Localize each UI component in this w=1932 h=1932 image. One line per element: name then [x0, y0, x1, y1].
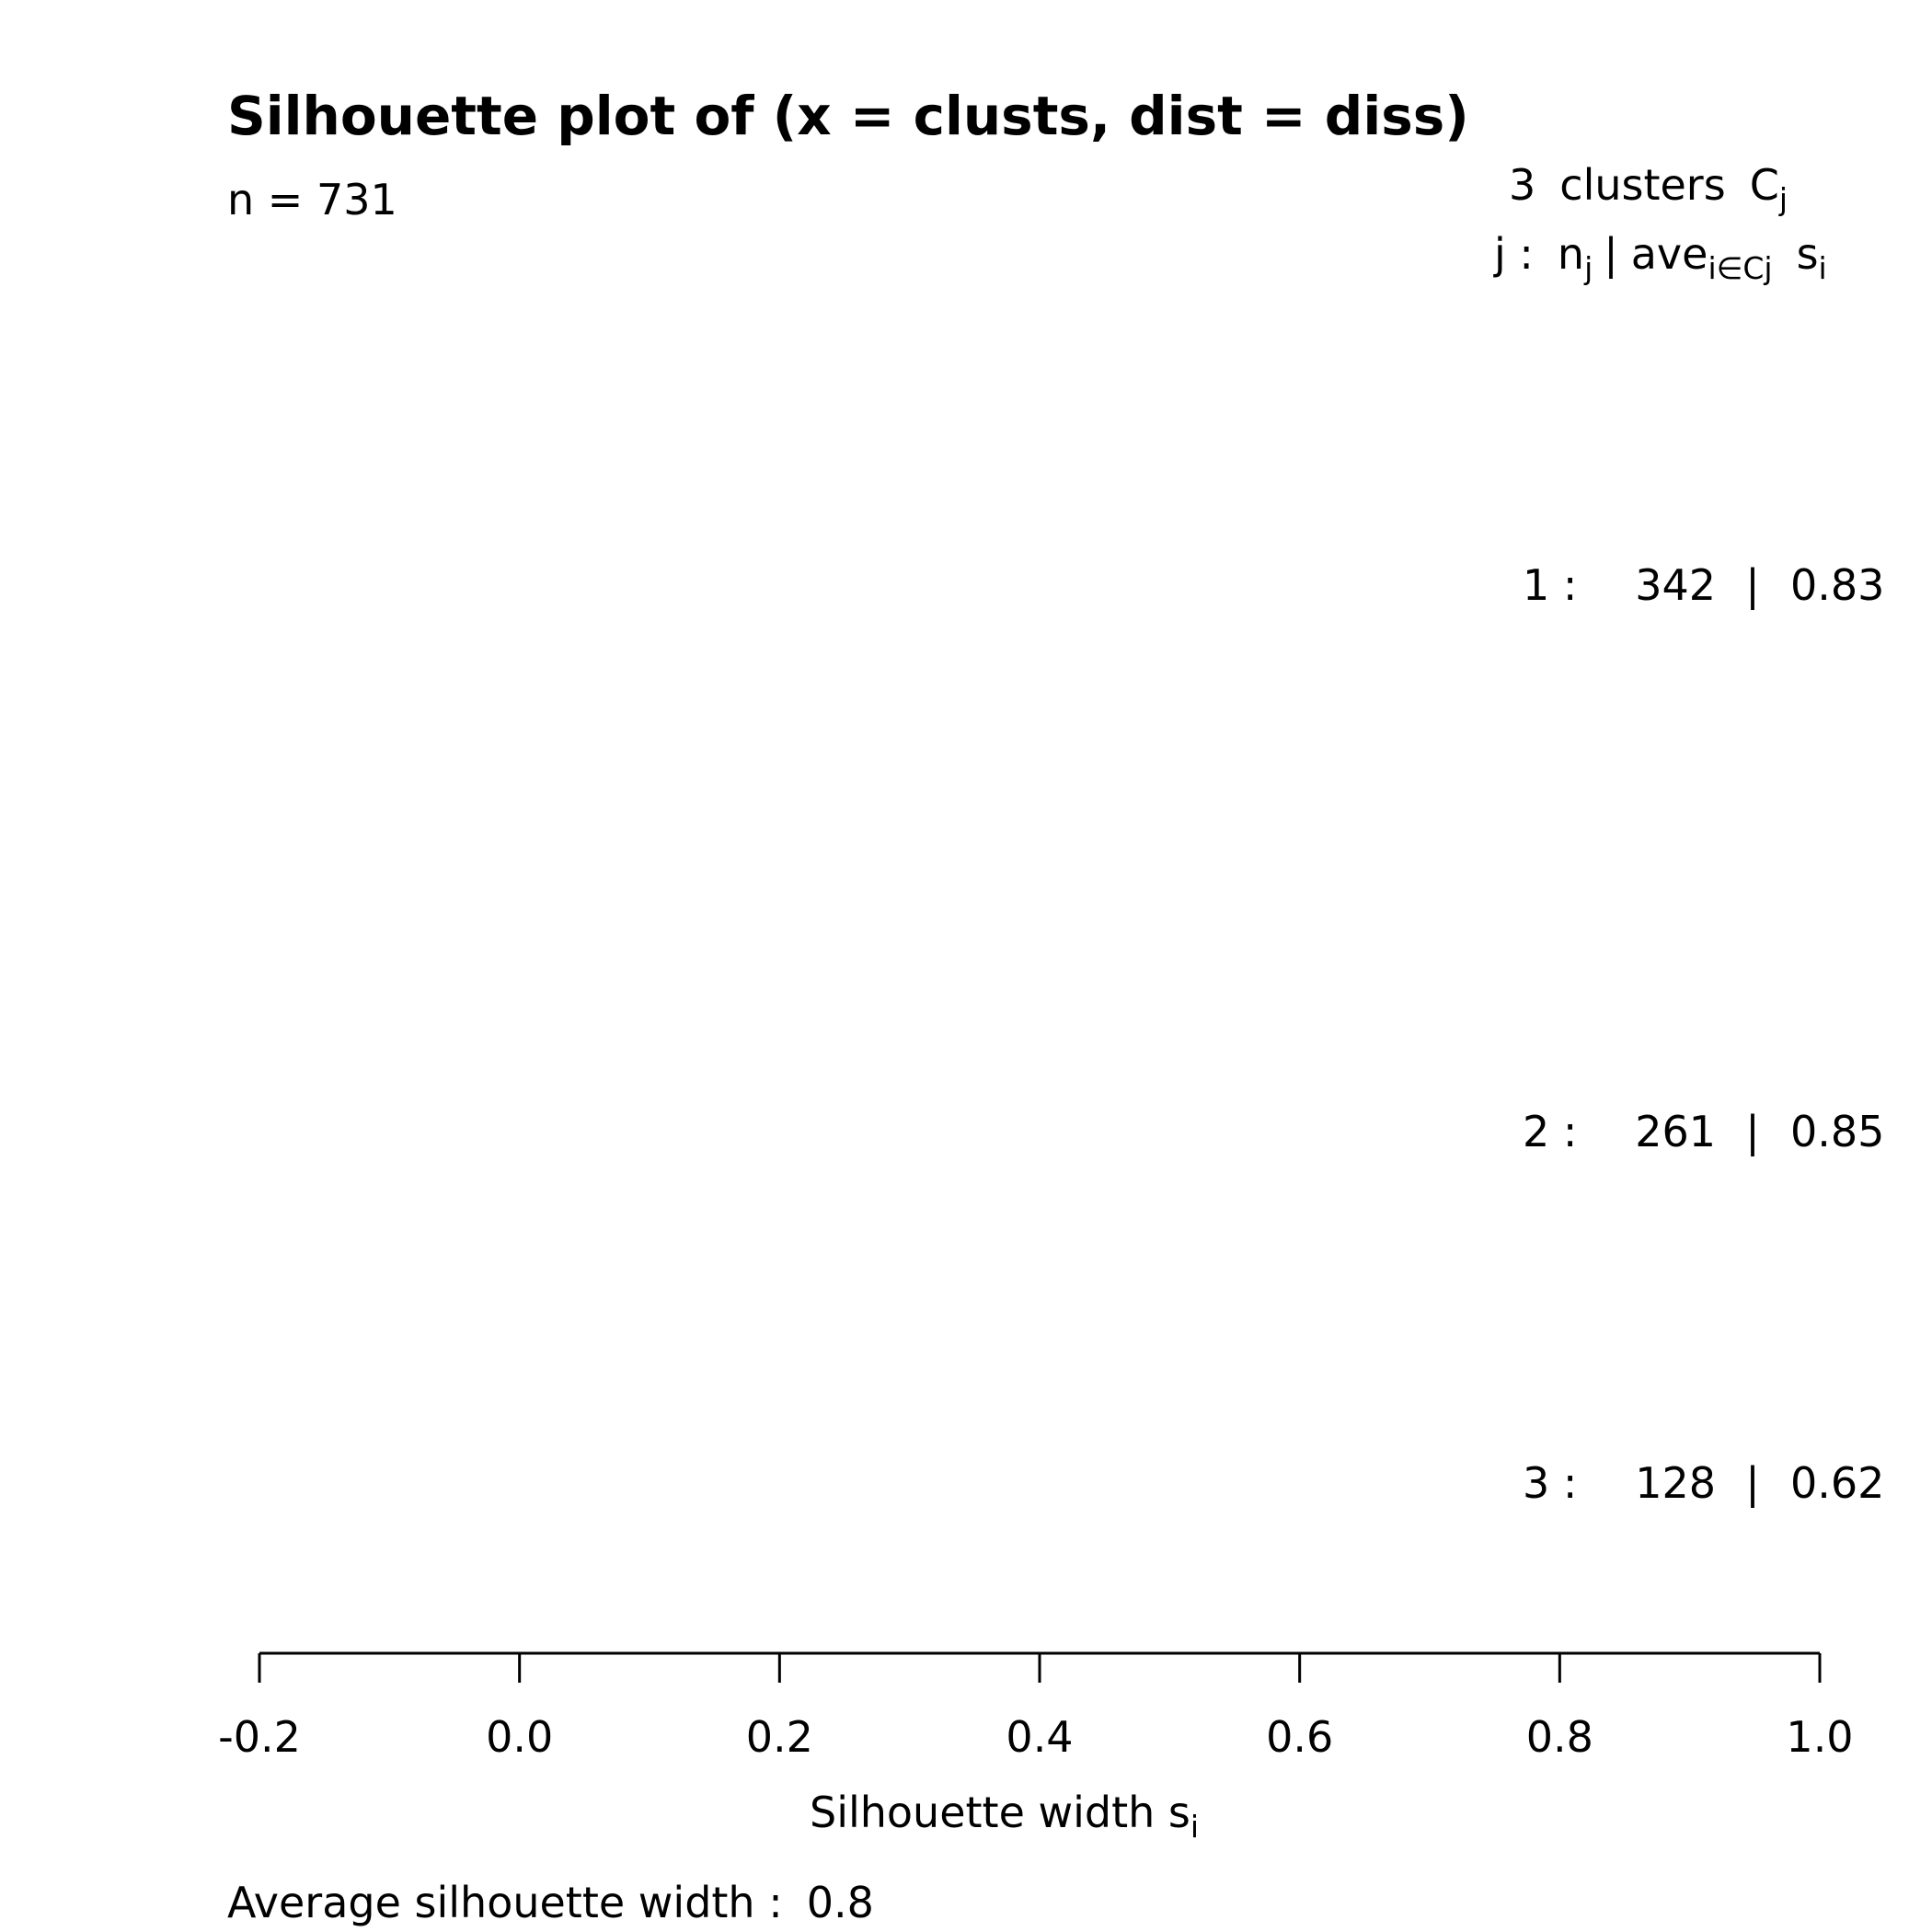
- x-axis-ticks: -0.2 0.0 0.2 0.4 0.6 0.8 1.0: [218, 1653, 1854, 1762]
- x-tick-label: 0.2: [746, 1712, 813, 1762]
- clusters-symbol: C: [1750, 160, 1779, 210]
- cluster-2-size: 261: [1635, 1107, 1716, 1156]
- cluster-1-bar: [519, 304, 1599, 903]
- cluster-row-2: 2 : 261 | 0.85: [1523, 1107, 1884, 1157]
- x-tick-label: -0.2: [218, 1712, 301, 1762]
- cluster-row-1: 1 : 342 | 0.83: [1523, 560, 1884, 611]
- col-ave: ave: [1631, 229, 1708, 279]
- cluster-3-size: 128: [1635, 1458, 1716, 1508]
- n-label: n = 731: [227, 175, 397, 224]
- cluster-3-separator: |: [1745, 1458, 1760, 1509]
- cluster-2-label: 2 :: [1523, 1107, 1577, 1156]
- x-axis: -0.2 0.0 0.2 0.4 0.6 0.8 1.0: [218, 1651, 1854, 1762]
- cluster-row-3: 3 : 128 | 0.62: [1523, 1458, 1884, 1509]
- col-n: n: [1558, 229, 1584, 279]
- footer-value: 0.8: [807, 1878, 874, 1927]
- x-tick-label: 0.8: [1526, 1712, 1593, 1762]
- clusters-count: 3: [1509, 160, 1535, 210]
- clusters-header: 3 clusters Cj: [1509, 160, 1788, 217]
- cluster-3-average: 0.62: [1790, 1458, 1884, 1508]
- footer-label: Average silhouette width :: [227, 1878, 783, 1927]
- cluster-2-average: 0.85: [1790, 1107, 1884, 1156]
- cluster-1-size: 342: [1635, 560, 1716, 610]
- silhouette-bars: [519, 304, 1625, 1619]
- col-s-sub: i: [1819, 250, 1827, 286]
- cluster-1-separator: |: [1745, 560, 1760, 611]
- chart-title: Silhouette plot of (x = clusts, dist = d…: [227, 85, 1469, 147]
- x-axis-label-sub: i: [1190, 1809, 1199, 1845]
- x-axis-label-main: Silhouette width s: [810, 1788, 1190, 1837]
- x-tick-label: 1.0: [1786, 1712, 1853, 1762]
- column-header: j : nj | avei∈Cj si: [1493, 229, 1827, 286]
- x-tick-label: 0.0: [486, 1712, 553, 1762]
- cluster-1-average: 0.83: [1790, 560, 1884, 610]
- clusters-symbol-sub: j: [1778, 181, 1788, 217]
- average-silhouette-footer: Average silhouette width : 0.8: [227, 1878, 874, 1927]
- x-axis-label: Silhouette width si: [810, 1788, 1199, 1845]
- x-tick-label: 0.6: [1266, 1712, 1333, 1762]
- x-tick-label: 0.4: [1006, 1712, 1073, 1762]
- col-ave-sub: i∈Cj: [1708, 250, 1772, 286]
- cluster-3-label: 3 :: [1523, 1458, 1577, 1508]
- cluster-3-bar: [519, 1395, 1326, 1619]
- col-j: j :: [1493, 229, 1534, 279]
- cluster-2-bar: [519, 920, 1625, 1377]
- col-s: s: [1797, 229, 1819, 279]
- cluster-1-label: 1 :: [1523, 560, 1577, 610]
- clusters-word: clusters: [1559, 160, 1725, 210]
- col-n-sub: j: [1583, 250, 1593, 286]
- cluster-2-separator: |: [1745, 1107, 1760, 1157]
- col-sep: |: [1604, 229, 1618, 280]
